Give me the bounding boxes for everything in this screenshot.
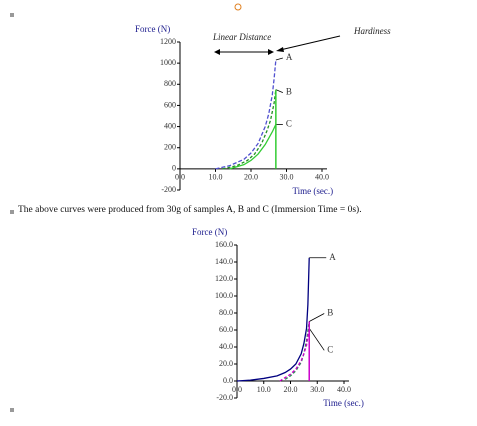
series-line <box>222 89 277 170</box>
para-mark <box>10 210 14 214</box>
series-label: B <box>286 87 292 97</box>
y-tick-label: 800 <box>164 79 176 88</box>
arrow-head <box>214 49 274 55</box>
series-line <box>284 321 310 380</box>
y-tick-label: -20.0 <box>216 393 233 402</box>
series-line <box>279 328 310 382</box>
y-tick-label: 1000 <box>160 58 176 67</box>
pointer-head <box>276 47 284 52</box>
y-tick-label: 160.0 <box>215 240 233 249</box>
label-leader <box>309 313 325 322</box>
x-tick-label: 10.0 <box>257 385 271 394</box>
x-tick-label: 10.0 <box>209 173 223 182</box>
x-tick-label: 0.0 <box>175 173 185 182</box>
series-label: C <box>286 119 292 129</box>
label-leader <box>275 57 283 61</box>
x-axis-label: Time (sec.) <box>293 186 334 196</box>
x-tick-label: 20.0 <box>244 173 258 182</box>
y-tick-label: -200 <box>161 185 176 194</box>
x-tick-label: 0.0 <box>232 385 242 394</box>
series-line <box>236 257 310 382</box>
para-mark <box>10 13 14 17</box>
x-tick-label: 40.0 <box>315 173 329 182</box>
label-leader <box>275 89 284 93</box>
y-tick-label: 0 <box>172 164 176 173</box>
x-axis-label: Time (sec.) <box>323 398 364 408</box>
y-tick-label: 20.0 <box>219 359 233 368</box>
chart-title: Force (N) <box>135 24 170 34</box>
y-tick-label: 600 <box>164 100 176 109</box>
x-tick-label: 40.0 <box>337 385 351 394</box>
series-label: A <box>329 252 336 262</box>
series-line <box>215 59 277 170</box>
y-tick-label: 140.0 <box>215 257 233 266</box>
series-label: B <box>327 308 333 318</box>
y-tick-label: 80.0 <box>219 308 233 317</box>
y-tick-label: 200 <box>164 143 176 152</box>
x-tick-label: 20.0 <box>284 385 298 394</box>
caption: The above curves were produced from 30g … <box>18 204 362 215</box>
x-tick-label: 30.0 <box>310 385 324 394</box>
para-mark <box>10 408 14 412</box>
annotation: Linear Distance <box>212 32 271 42</box>
x-tick-label: 30.0 <box>280 173 294 182</box>
anchor-icon <box>234 3 242 11</box>
series-line <box>229 124 277 170</box>
label-leader <box>308 328 325 351</box>
y-tick-label: 100.0 <box>215 291 233 300</box>
series-label: C <box>327 344 333 354</box>
y-tick-label: 400 <box>164 121 176 130</box>
y-tick-label: 60.0 <box>219 325 233 334</box>
pointer <box>279 35 341 51</box>
y-tick-label: 0.0 <box>223 376 233 385</box>
annotation: Hardiness <box>353 26 391 36</box>
series-label: A <box>286 52 293 62</box>
chart-title: Force (N) <box>192 227 227 237</box>
y-tick-label: 120.0 <box>215 274 233 283</box>
y-tick-label: 40.0 <box>219 342 233 351</box>
y-tick-label: 1200 <box>160 37 176 46</box>
